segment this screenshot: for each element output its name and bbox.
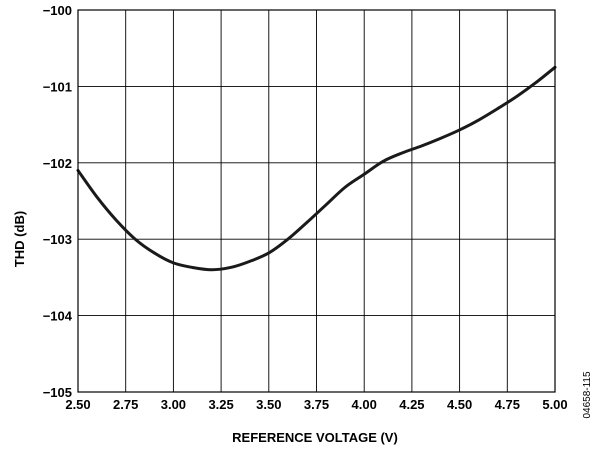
x-tick-label: 4.25 <box>399 397 424 412</box>
x-axis-ticks: 2.50 2.75 3.00 3.25 3.50 3.75 4.00 4.25 4.50 4.75… <box>65 397 567 412</box>
x-tick-label: 5.00 <box>542 397 567 412</box>
x-tick-label: 3.00 <box>161 397 186 412</box>
y-tick-label: −105 <box>43 385 72 400</box>
y-tick-label: −104 <box>43 309 73 324</box>
thd-curve <box>76 65 557 272</box>
x-tick-label: 3.75 <box>304 397 329 412</box>
x-tick-label: 3.25 <box>208 397 233 412</box>
y-tick-label: −101 <box>43 79 72 94</box>
x-tick-label: 2.50 <box>65 397 90 412</box>
x-tick-label: 2.75 <box>113 397 138 412</box>
grid-lines <box>78 10 555 392</box>
x-axis-label: REFERENCE VOLTAGE (V) <box>232 430 398 445</box>
x-tick-label: 3.50 <box>256 397 281 412</box>
y-axis-ticks: −100 −101 −102 −103 −104 −105 <box>43 3 73 400</box>
y-tick-label: −103 <box>43 232 72 247</box>
y-tick-label: −100 <box>43 3 72 18</box>
x-tick-label: 4.75 <box>495 397 520 412</box>
y-axis-label: THD (dB) <box>12 211 27 267</box>
y-tick-label: −102 <box>43 156 72 171</box>
figure-id: 04658-115 <box>582 371 593 419</box>
x-tick-label: 4.00 <box>352 397 377 412</box>
plot-frame <box>77 9 556 393</box>
x-tick-label: 4.50 <box>447 397 472 412</box>
